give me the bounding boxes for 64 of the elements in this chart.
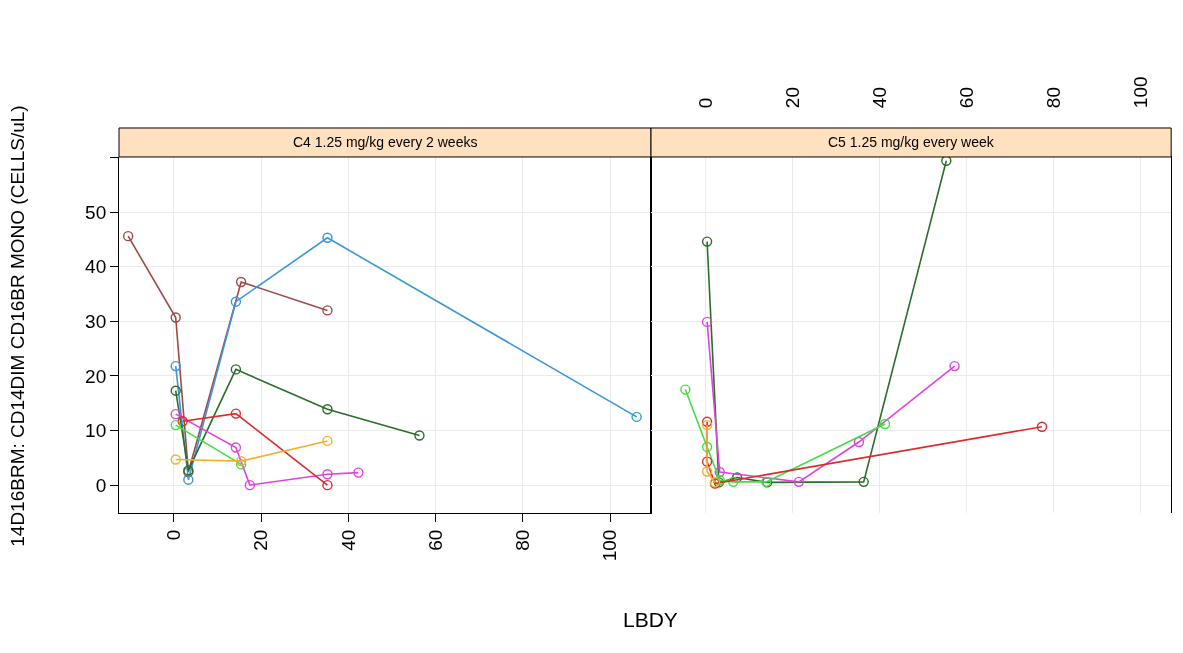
point [170, 419, 181, 431]
point [230, 364, 242, 375]
point [879, 418, 891, 430]
x-tick-label: 60 [424, 529, 446, 551]
point [322, 404, 333, 415]
point [353, 467, 364, 478]
point [322, 469, 333, 480]
point [728, 476, 739, 488]
point [230, 408, 242, 419]
point [183, 474, 194, 485]
point [1036, 421, 1048, 432]
y-axis-title: 14D16BRM: CD14DIM CD16BR MONO (CELLS/uL) [6, 105, 28, 547]
point [122, 230, 134, 242]
point [170, 312, 181, 323]
point [244, 479, 256, 491]
point [949, 360, 960, 372]
point [170, 385, 181, 396]
point [714, 466, 725, 478]
x-tick-label: 40 [868, 87, 890, 109]
point [170, 408, 181, 420]
x-tick-label: 0 [694, 97, 716, 109]
point [701, 441, 713, 453]
point [170, 454, 181, 465]
point [680, 384, 691, 395]
x-tick-label: 100 [599, 529, 621, 562]
x-tick-label: 80 [511, 529, 533, 551]
x-tick-label: 80 [1042, 87, 1064, 109]
x-tick-label: 20 [250, 529, 272, 551]
y-tick-label: 20 [85, 365, 107, 387]
point [701, 456, 713, 467]
point [322, 305, 333, 316]
y-tick-label: 10 [85, 420, 107, 442]
y-tick-label: 30 [85, 310, 107, 332]
point [701, 236, 713, 247]
x-tick-label: 100 [1129, 76, 1151, 109]
x-tick-label: 20 [781, 87, 803, 109]
y-tick-label: 50 [85, 201, 107, 223]
point [170, 360, 181, 372]
point [322, 435, 333, 447]
chart-title: C5 1.25 mg/kg every week [828, 134, 995, 150]
x-axis-title: LBDY [623, 608, 678, 631]
point [235, 455, 247, 467]
point [322, 479, 333, 491]
chart-title: C4 1.25 mg/kg every 2 weeks [293, 134, 478, 150]
point [701, 316, 713, 328]
x-tick-label: 40 [337, 529, 359, 551]
point [414, 430, 425, 441]
point [941, 156, 952, 166]
point [230, 442, 242, 453]
point [235, 459, 247, 470]
point [858, 476, 869, 488]
point [853, 436, 865, 448]
point [322, 232, 333, 243]
x-tick-label: 0 [163, 529, 185, 541]
y-tick-label: 40 [85, 256, 107, 278]
point [235, 276, 247, 288]
point [631, 411, 642, 423]
point [731, 472, 743, 483]
x-tick-label: 60 [955, 87, 977, 109]
point [230, 296, 242, 307]
point [793, 476, 805, 488]
point [701, 466, 713, 477]
y-tick-label: 0 [95, 474, 107, 496]
point [177, 416, 188, 427]
